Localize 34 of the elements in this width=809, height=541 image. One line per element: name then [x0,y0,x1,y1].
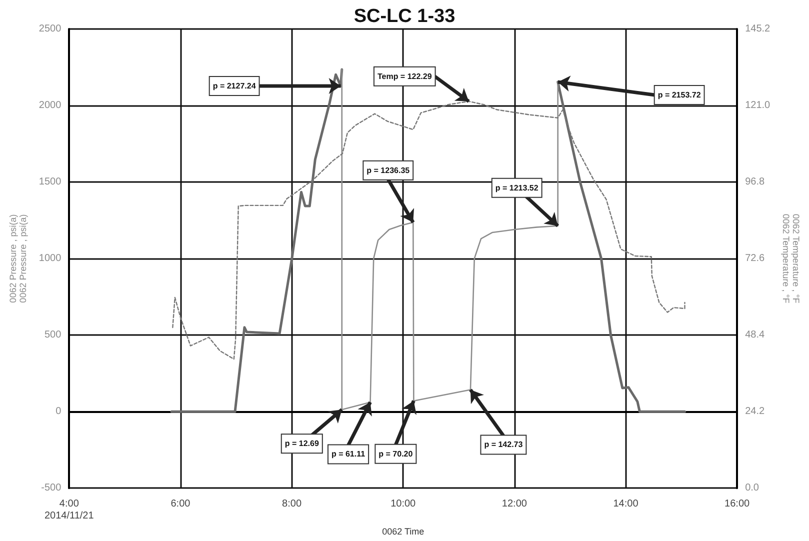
annotation: Temp = 122.29 [377,72,432,81]
chart-title: SC-LC 1-33 [354,6,456,27]
x-tick-label: 4:00 2014/11/21 [44,498,94,522]
annotation: p = 70.20 [378,449,414,458]
x-tick-label: 14:00 [613,498,639,510]
annotation: p = 1213.52 [495,183,539,192]
y2-axis-title: 0062 Temperature , °F 0062 Temperature , °F [781,214,801,304]
y2-tick-label: 24.2 [745,406,765,418]
y-tick-label: 2000 [38,100,62,112]
y2-tick-label: 72.6 [745,253,765,264]
y-tick-label: 1500 [38,176,62,188]
y2-tick-label: 48.4 [745,330,765,341]
y2-tick-label: 121.0 [745,100,771,112]
annotation: p = 142.73 [484,440,524,450]
annotation: p = 61.11 [331,450,366,459]
x-tick-label: 10:00 [390,498,416,510]
x-tick-label: 6:00 [170,498,191,510]
y-axis-title: 0062 Pressure , psi(a) 0062 Pressure , psi(a) [8,214,28,303]
annotation: p = 1236.35 [366,166,410,175]
y2-tick-label: 96.8 [745,176,765,188]
x-tick-label: 8:00 [282,498,302,510]
x-axis-title: 0062 Time [382,526,424,536]
x-tick-label: 12:00 [502,498,528,510]
annotation: p = 2153.72 [658,90,702,100]
y-tick-label: -500 [41,482,62,494]
y-tick-label: 2500 [38,24,62,34]
annotation: p = 12.69 [284,439,320,448]
y-tick-label: 500 [44,330,62,341]
y-tick-label: 1000 [38,253,62,264]
y2-tick-label: 0.0 [745,482,760,494]
x-tick-label: 16:00 [724,498,750,510]
y-tick-label: 0 [56,406,62,418]
annotation: p = 2127.24 [212,82,256,91]
y2-tick-label: 145.2 [745,24,771,34]
